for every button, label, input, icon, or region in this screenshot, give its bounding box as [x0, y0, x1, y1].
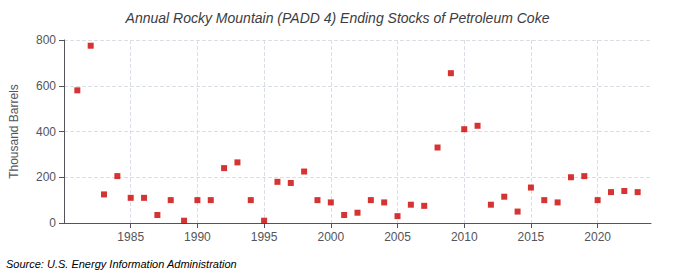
svg-text:Source: U.S. Energy Informatio: Source: U.S. Energy Information Administ…: [6, 258, 237, 270]
svg-text:2010: 2010: [451, 230, 478, 244]
svg-text:400: 400: [36, 125, 56, 139]
svg-text:0: 0: [49, 216, 56, 230]
svg-text:1985: 1985: [117, 230, 144, 244]
svg-text:2005: 2005: [384, 230, 411, 244]
svg-text:1995: 1995: [251, 230, 278, 244]
svg-text:Thousand Barrels: Thousand Barrels: [7, 84, 21, 179]
svg-text:Annual Rocky Mountain (PADD 4): Annual Rocky Mountain (PADD 4) Ending St…: [125, 10, 550, 26]
svg-text:2020: 2020: [584, 230, 611, 244]
svg-text:600: 600: [36, 79, 56, 93]
svg-text:800: 800: [36, 33, 56, 47]
svg-text:2015: 2015: [518, 230, 545, 244]
svg-text:200: 200: [36, 170, 56, 184]
svg-text:2000: 2000: [317, 230, 344, 244]
svg-text:1990: 1990: [184, 230, 211, 244]
